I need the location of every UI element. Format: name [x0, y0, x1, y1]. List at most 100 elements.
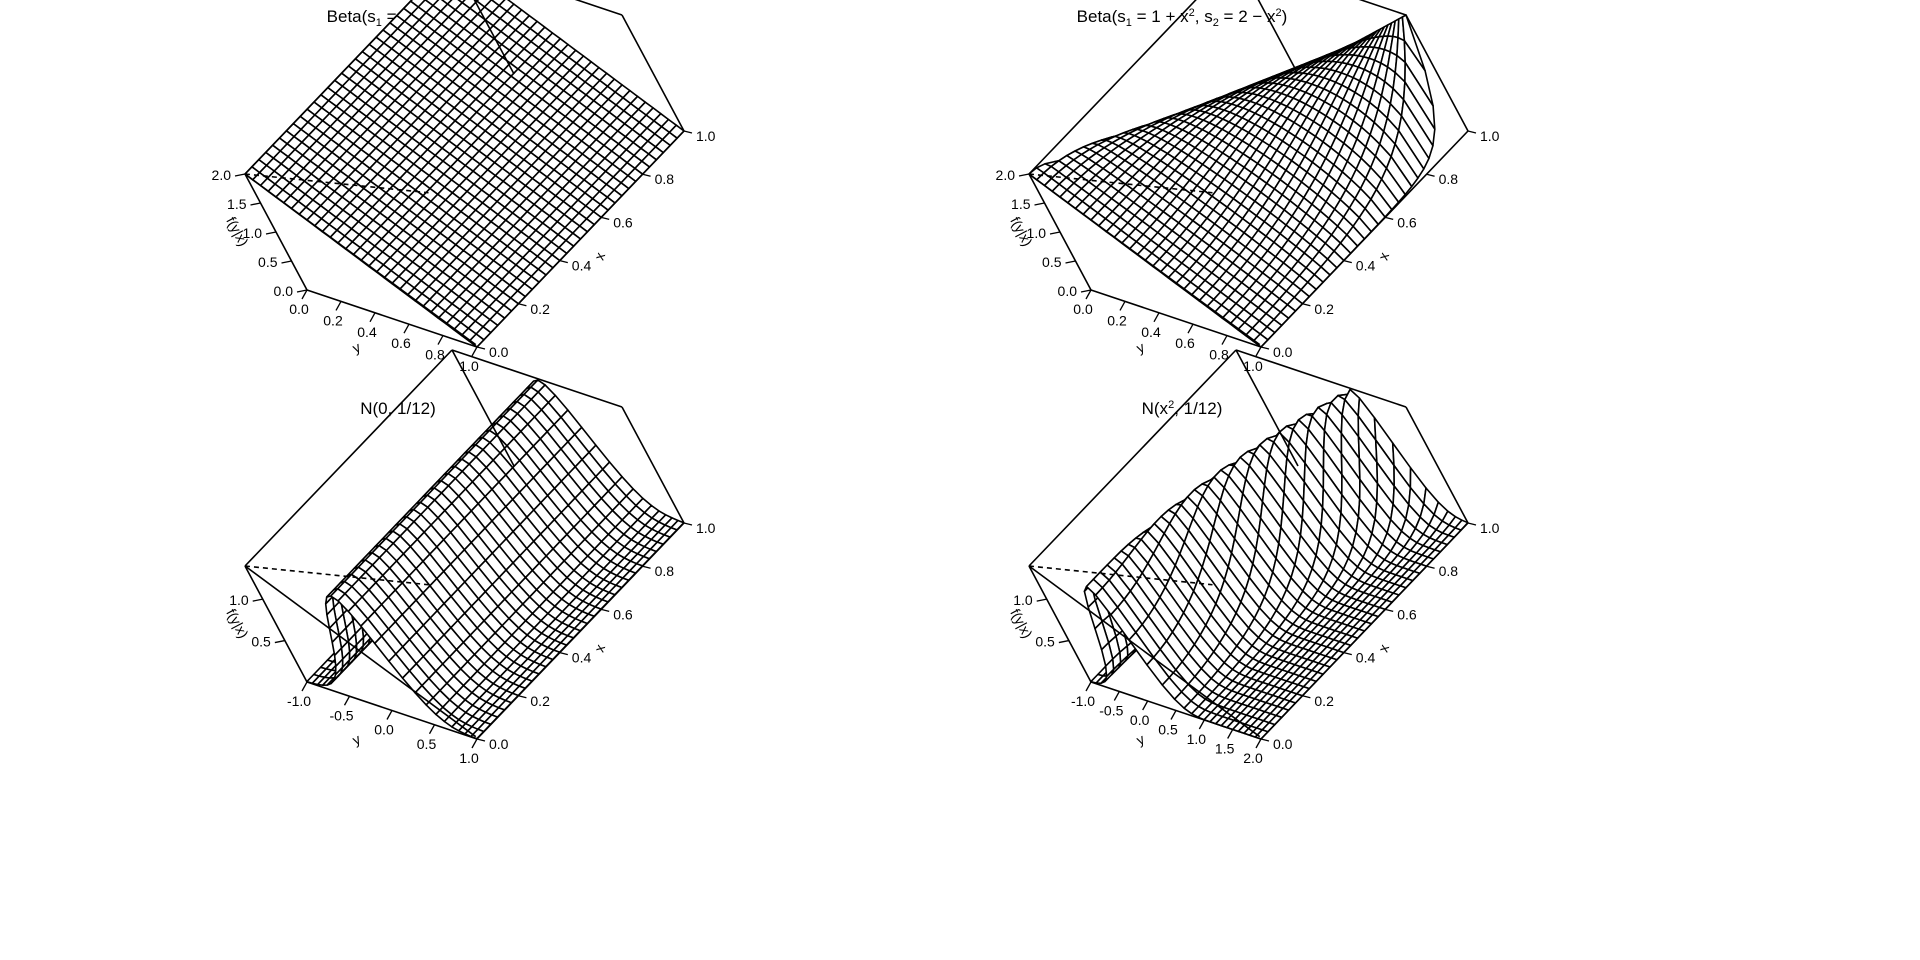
surface-mesh [1083, 388, 1469, 740]
y-tick-label: 0.2 [323, 312, 343, 328]
y-tick-label: 0.0 [374, 722, 394, 738]
z-tick-label: 2.0 [996, 167, 1016, 183]
x-tick-label: 0.6 [613, 606, 633, 622]
x-tick-mark [518, 303, 527, 307]
box-edge-right-vertical [1405, 406, 1469, 524]
y-axis-label: y [1134, 339, 1147, 356]
x-tick-label: 0.8 [1439, 563, 1459, 579]
box-hidden-edge [244, 173, 429, 194]
y-tick-mark [428, 724, 436, 735]
y-tick-label: 1.0 [1187, 731, 1207, 747]
y-tick-mark [1153, 312, 1160, 323]
x-tick-mark [1467, 522, 1477, 526]
box-edge-top-back [1028, 349, 1237, 567]
box-edge-top-right [1235, 349, 1407, 408]
x-tick-label: 0.0 [1273, 344, 1293, 360]
y-tick-label: 1.0 [1243, 358, 1263, 374]
x-tick-label: 0.8 [655, 171, 675, 187]
x-tick-mark [683, 130, 693, 134]
z-tick-label: 1.0 [1013, 592, 1033, 608]
x-tick-mark [642, 173, 651, 177]
z-tick-mark [1034, 202, 1045, 206]
y-tick-label: 0.4 [1141, 324, 1161, 340]
x-tick-mark [1260, 738, 1270, 742]
box-edge-back-vertical [451, 349, 515, 467]
z-axis-label: f(y|x) [223, 214, 252, 249]
panel-normal-varying: N(x2, 1/12) -1.0-0.5 0.0 0.5 1.0 1.5 2.0 y 0.0 0.… [1007, 349, 1500, 766]
z-tick-mark [281, 260, 292, 264]
y-tick-label: 0.8 [1209, 347, 1229, 363]
y-tick-label: 0.0 [289, 301, 309, 317]
x-tick-label: 0.4 [572, 650, 592, 666]
z-tick-mark [234, 173, 246, 177]
box-edge-top-right [1358, 0, 1407, 16]
box-edge-right [476, 522, 685, 740]
z-tick-label: 2.0 [212, 167, 232, 183]
surface-mesh [1028, 14, 1436, 348]
box-edge-front [306, 289, 478, 348]
z-axis-label: f(y|x) [1007, 606, 1036, 641]
box-edge-top-back [244, 0, 413, 175]
x-tick-mark [1343, 651, 1352, 656]
surface-mesh [305, 379, 685, 740]
box-edge-right-vertical [1405, 14, 1469, 132]
y-tick-mark [403, 323, 410, 334]
x-tick-label: 0.4 [1356, 258, 1376, 274]
x-tick-mark [642, 565, 651, 569]
x-tick-label: 0.8 [1439, 171, 1459, 187]
y-tick-mark [1255, 738, 1262, 749]
box-hidden-edge [1028, 565, 1213, 586]
z-axis-label: f(y|x) [1007, 214, 1036, 249]
x-tick-label: 0.6 [613, 214, 633, 230]
y-tick-mark [1113, 691, 1120, 701]
box-edge-back-vertical [1235, 349, 1299, 467]
x-tick-label: 0.4 [572, 258, 592, 274]
z-tick-label: 1.5 [227, 196, 247, 212]
x-tick-label: 0.2 [1314, 301, 1334, 317]
box-edge-front [1090, 289, 1262, 348]
x-tick-mark [1426, 173, 1435, 177]
x-tick-mark [1302, 303, 1311, 307]
x-tick-label: 0.8 [655, 563, 675, 579]
y-tick-label: 0.8 [425, 347, 445, 363]
box-edge-right [1260, 522, 1469, 740]
z-tick-label: 1.5 [1011, 196, 1031, 212]
z-tick-label: 1.0 [1027, 225, 1047, 241]
y-tick-mark [301, 289, 308, 300]
y-axis-label: y [350, 339, 363, 356]
x-axis-label: x [1375, 642, 1392, 654]
y-tick-label: 1.0 [459, 750, 479, 766]
x-tick-mark [1343, 259, 1352, 264]
y-tick-mark [1221, 335, 1228, 345]
x-tick-label: 1.0 [1480, 520, 1500, 536]
y-axis-label: y [350, 731, 363, 748]
y-tick-label: -0.5 [329, 707, 353, 723]
x-tick-label: 0.0 [489, 344, 509, 360]
panel-beta-constant: Beta(s1 = 1, s2 = 2)0.00.20.40.60.81.0y0… [212, 0, 716, 374]
box-edge-top-back [1028, 0, 1197, 175]
x-tick-mark [559, 651, 568, 656]
box-edge-top-right [451, 349, 623, 408]
box-edge-diag [244, 173, 477, 346]
y-tick-mark [335, 301, 342, 311]
x-tick-mark [683, 522, 693, 526]
x-tick-label: 0.0 [1273, 736, 1293, 752]
z-tick-label: 0.5 [251, 634, 271, 650]
x-tick-label: 0.4 [1356, 650, 1376, 666]
y-tick-mark [1085, 289, 1092, 300]
panel-normal-constant: N(0, 1/12) -1.0 -0.5 0.0 0.5 1.0 y 0.0 0.2 0.4 0.6… [223, 349, 716, 766]
chart-title: N(0, 1/12) [360, 399, 436, 418]
y-tick-label: -1.0 [1071, 693, 1095, 709]
z-tick-mark [250, 202, 261, 206]
x-tick-mark [476, 738, 486, 742]
x-axis-label: x [591, 250, 608, 262]
y-tick-label: 1.0 [459, 358, 479, 374]
x-tick-mark [1385, 608, 1394, 613]
box-edge-back-vertical [473, 0, 515, 75]
y-tick-label: 0.2 [1107, 312, 1127, 328]
x-tick-mark [559, 259, 568, 264]
x-tick-label: 1.0 [696, 520, 716, 536]
surface-mesh [244, 0, 685, 348]
y-tick-mark [1255, 346, 1262, 357]
